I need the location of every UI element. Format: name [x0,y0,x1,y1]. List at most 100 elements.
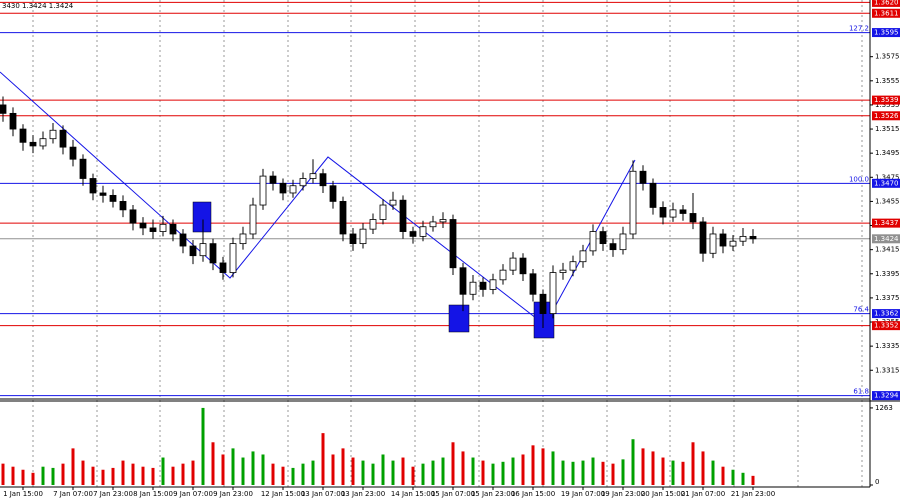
candle-body [339,201,347,235]
volume-bar [371,463,375,485]
candle-body [639,170,647,184]
candle-body [279,182,287,194]
candle-body [259,175,267,206]
volume-bar [311,460,315,485]
candle-body [99,192,107,196]
candle-body [89,178,97,194]
volume-bar [571,461,575,485]
candle-body [479,281,487,290]
y-tick-label: 1.3315 [875,366,900,374]
volume-bar [521,454,525,485]
volume-bar [391,460,395,485]
level-label-box [872,111,900,121]
volume-bar [91,466,95,485]
volume-bar [341,448,345,485]
candle-body [79,158,87,179]
level-label: 1.3620 [874,0,899,6]
level-label-box [872,309,900,319]
marker-box [192,201,212,233]
level-label: 1.3470 [874,179,899,187]
candle-body [519,257,527,275]
candle-body [689,213,697,223]
volume-bar [291,467,295,485]
candle-body [29,141,37,147]
volume-bar [661,457,665,485]
y-tick-label: 1.3535 [875,101,900,109]
candle-body [709,233,717,254]
candle-body [469,281,477,295]
level-label: 1.3437 [874,219,899,227]
candle-body [209,243,217,264]
candle-body [569,261,577,271]
candle-body [589,231,597,252]
x-tick-label: 9 Jan 07:00 [173,490,213,498]
x-tick-label: 15 Jan 23:00 [471,490,515,498]
candle-body [439,219,447,223]
volume-bar [721,466,725,485]
candle-body [299,178,307,187]
volume-bar [21,469,25,485]
candle-body [359,228,367,245]
candle-body [0,104,7,114]
candle-body [379,204,387,220]
volume-bar [581,460,585,485]
y-tick-label: 1.3475 [875,173,900,181]
level-label-box [872,391,900,401]
candle-body [629,170,637,235]
y-tick-label: 1.3335 [875,342,900,350]
x-tick-label: 7 Jan 23:00 [93,490,133,498]
level-tag: 61.8 [853,388,869,396]
x-tick-label: 19 Jan 23:00 [601,490,645,498]
candle-body [489,279,497,290]
volume-bar [501,461,505,485]
candle-body [549,272,557,314]
volume-bar [161,457,165,485]
volume-bar [71,448,75,485]
x-tick-label: 19 Jan 07:00 [561,490,605,498]
volume-bar [541,448,545,485]
candle-body [329,185,337,202]
candle-body [719,233,727,247]
volume-bar [121,460,125,485]
level-label-box [872,0,900,7]
candle-body [619,233,627,251]
volume-bar [211,442,215,485]
volume-bar [351,457,355,485]
candle-body [19,128,27,143]
level-label: 1.3294 [874,392,899,400]
level-label-box [872,95,900,105]
x-tick-label: 1 Jan 15:00 [3,490,43,498]
candle-body [559,269,567,273]
volume-bar [641,448,645,485]
volume-bar [591,457,595,485]
candle-body [399,199,407,232]
candle-body [199,243,207,257]
volume-bar [191,460,195,485]
x-tick-label: 21 Jan 07:00 [681,490,725,498]
x-tick-label: 14 Jan 15:00 [391,490,435,498]
volume-tick-label: 0 [875,478,879,486]
level-label-box [872,234,900,244]
volume-bar [1,463,5,485]
y-tick-label: 1.3415 [875,246,900,254]
volume-bar [151,467,155,485]
level-label-box [872,28,900,38]
x-tick-label: 9 Jan 23:00 [213,490,253,498]
level-label: 1.3611 [874,9,899,17]
volume-bar [331,454,335,485]
candle-body [409,231,417,237]
volume-bar [651,451,655,485]
volume-bar [491,463,495,485]
volume-bar [681,461,685,485]
volume-bar [81,460,85,485]
x-tick-label: 15 Jan 07:00 [431,490,475,498]
volume-bar [431,460,435,485]
candle-body [579,250,587,263]
level-label-box [872,178,900,188]
volume-bar [241,457,245,485]
candle-body [499,269,507,281]
volume-bar [671,460,675,485]
level-label: 1.3352 [874,322,899,330]
candle-body [429,221,437,228]
